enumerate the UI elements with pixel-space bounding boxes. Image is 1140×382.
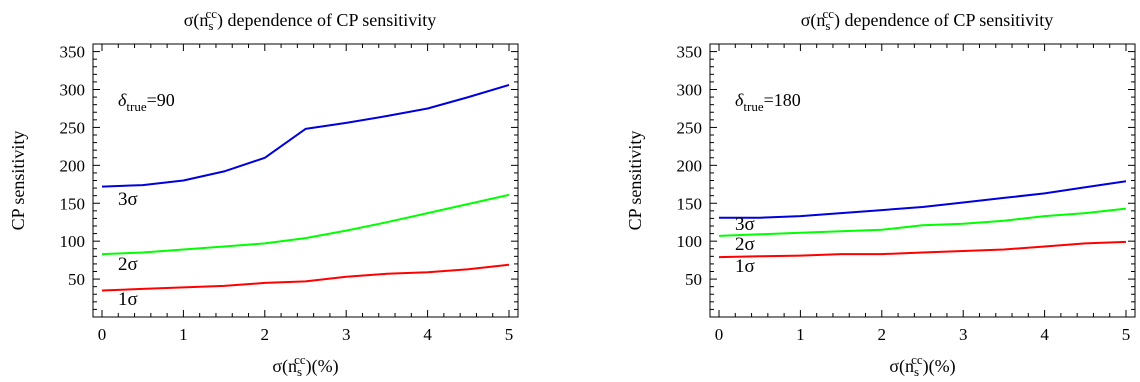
x-axis-label-suffix: )(%) [306,356,339,377]
x-axis-label-sub: s [914,364,919,379]
x-axis-label-sup: cc [911,352,923,367]
series-line-3sigma [101,84,510,188]
x-axis-label-sub: s [297,364,302,379]
delta-value: =90 [147,90,175,110]
series-line-2sigma [101,193,510,256]
y-tick-label: 50 [68,270,85,289]
x-tick-label: 5 [505,325,514,344]
chart-title-prefix: σ(n [184,10,209,31]
x-tick-label: 2 [878,325,887,344]
y-tick-label: 100 [60,232,86,251]
y-tick-label: 250 [60,118,86,137]
chart-title-suffix: ) dependence of CP sensitivity [217,10,436,31]
y-tick-label: 350 [60,43,86,62]
delta-value: =180 [764,90,801,110]
x-tick-label: 3 [342,325,351,344]
x-axis-label: σ(nscc)(%) [272,352,338,379]
chart-title-suffix: ) dependence of CP sensitivity [834,10,1053,31]
series-label-3sigma: 3σ [118,189,138,210]
delta-true-annotation: δtrue=90 [118,90,175,114]
chart-title-sub: s [208,18,213,33]
series-line-2sigma [718,207,1127,237]
plot-frame [92,43,519,318]
chart-title-prefix: σ(n [801,10,826,31]
y-axis-label: CP sensitivity [8,131,28,231]
x-axis-label-suffix: )(%) [923,356,956,377]
delta-symbol: δ [735,90,744,110]
chart-title: σ(nscc) dependence of CP sensitivity [184,6,437,33]
delta-subscript: true [126,99,146,114]
delta-symbol: δ [118,90,127,110]
x-tick-label: 0 [98,325,107,344]
series-line-1sigma [718,240,1127,259]
series-label-3sigma: 3σ [735,214,755,235]
series-label-2sigma: 2σ [118,254,138,275]
y-tick-label: 200 [60,156,86,175]
delta-true-annotation: δtrue=180 [735,90,801,114]
chart-title: σ(nscc) dependence of CP sensitivity [801,6,1054,33]
y-tick-label: 50 [685,270,702,289]
y-tick-label: 350 [677,43,703,62]
x-tick-label: 3 [959,325,968,344]
x-tick-label: 4 [1040,325,1049,344]
x-tick-label: 1 [179,325,188,344]
chart-title-sup: cc [205,6,217,21]
y-tick-label: 300 [677,81,703,100]
x-tick-label: 4 [423,325,432,344]
delta-subscript: true [743,99,763,114]
y-tick-label: 100 [677,232,703,251]
y-tick-label: 250 [677,118,703,137]
y-axis-label: CP sensitivity [625,131,645,231]
chart-title-sub: s [825,18,830,33]
x-axis-label-sup: cc [294,352,306,367]
x-tick-label: 0 [715,325,724,344]
series-line-3sigma [719,180,1127,219]
y-tick-label: 300 [60,81,86,100]
x-axis-label-prefix: σ(n [272,356,297,377]
plot-frame [709,43,1136,318]
x-axis-label-prefix: σ(n [889,356,914,377]
series-line-1sigma [101,263,510,292]
series-label-1sigma: 1σ [735,256,755,277]
x-tick-label: 1 [796,325,805,344]
y-tick-label: 150 [677,194,703,213]
x-axis-label: σ(nscc)(%) [889,352,955,379]
y-tick-label: 200 [677,156,703,175]
x-tick-label: 2 [261,325,270,344]
chart-title-sup: cc [822,6,834,21]
series-label-1sigma: 1σ [118,289,138,310]
y-tick-label: 150 [60,194,86,213]
series-label-2sigma: 2σ [735,234,755,255]
x-tick-label: 5 [1122,325,1131,344]
